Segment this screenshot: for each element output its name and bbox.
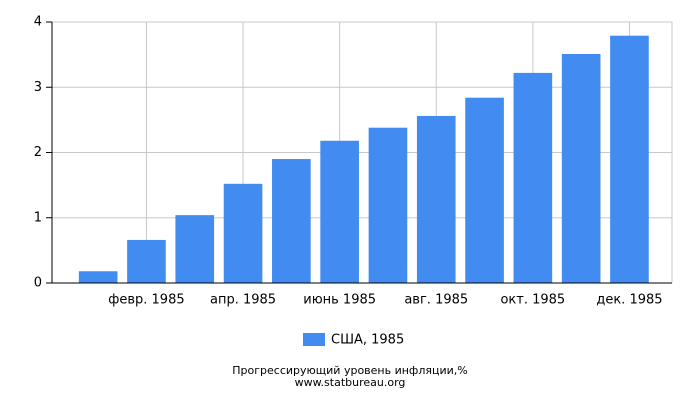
bar bbox=[272, 159, 311, 283]
x-tick-label: июнь 1985 bbox=[303, 293, 376, 308]
bar bbox=[78, 271, 118, 283]
bar bbox=[368, 127, 408, 283]
bar bbox=[610, 35, 649, 283]
bar bbox=[320, 140, 359, 283]
x-tick-label: апр. 1985 bbox=[210, 293, 276, 308]
chart-title: Прогрессирующий уровень инфляции,% bbox=[232, 364, 467, 377]
legend-label: США, 1985 bbox=[331, 333, 404, 348]
x-tick-label: дек. 1985 bbox=[596, 293, 662, 308]
y-tick-label: 2 bbox=[34, 145, 42, 160]
x-tick-label: авг. 1985 bbox=[404, 293, 468, 308]
bar bbox=[127, 239, 166, 283]
legend-swatch bbox=[303, 333, 325, 346]
y-tick-label: 1 bbox=[34, 210, 42, 225]
bar bbox=[175, 215, 215, 283]
bar bbox=[513, 72, 553, 284]
y-tick-label: 0 bbox=[34, 276, 42, 291]
bar bbox=[223, 183, 263, 283]
bar bbox=[465, 97, 504, 283]
x-tick-label: февр. 1985 bbox=[108, 293, 184, 308]
y-tick-label: 3 bbox=[34, 80, 42, 95]
chart-subtitle: www.statbureau.org bbox=[295, 376, 406, 389]
bar bbox=[561, 53, 601, 283]
x-tick-label: окт. 1985 bbox=[500, 293, 565, 308]
bar bbox=[416, 115, 456, 284]
y-tick-label: 4 bbox=[34, 15, 42, 30]
